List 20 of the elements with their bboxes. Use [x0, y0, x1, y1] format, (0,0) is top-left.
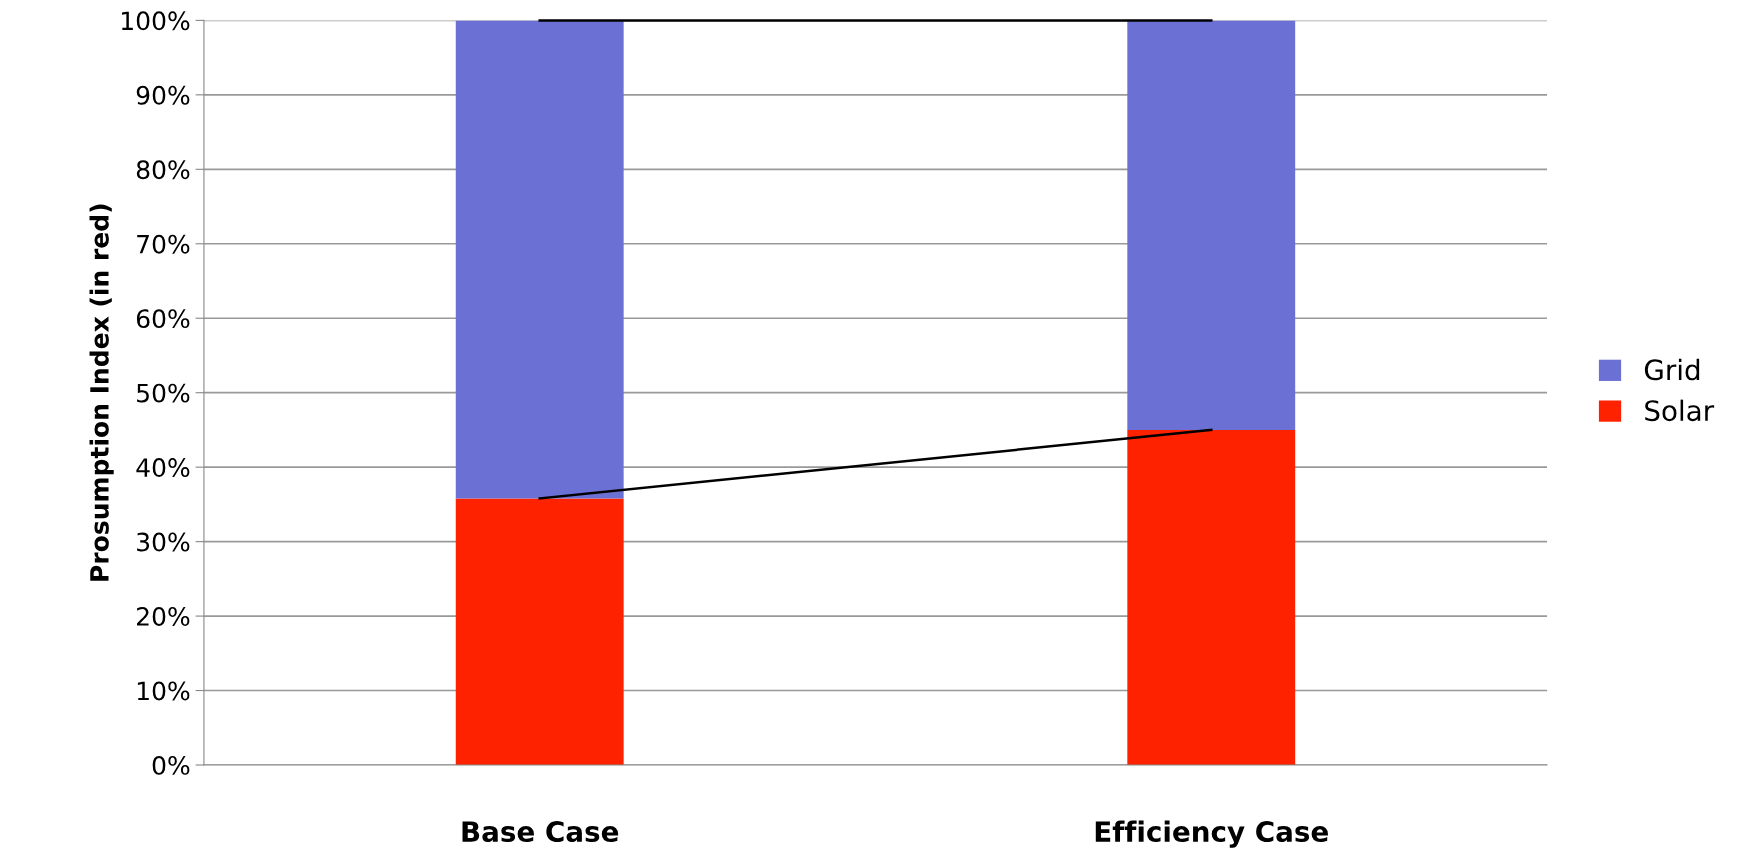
y-tick-label: 10%: [137, 681, 190, 701]
legend-label: Grid: [1644, 358, 1700, 381]
x-tick-label: Efficiency Case: [1095, 820, 1328, 848]
bar: [1127, 429, 1296, 765]
legend-label: Solar: [1645, 399, 1715, 422]
y-tick-label: 70%: [137, 234, 190, 254]
bar: [455, 498, 624, 765]
bar: [1127, 20, 1296, 430]
y-tick-label: 0%: [152, 755, 190, 775]
y-tick-label: 90%: [136, 85, 190, 105]
bar: [455, 20, 624, 499]
y-tick-label: 60%: [136, 309, 190, 329]
y-axis-title: Prosumption Index (in red): [89, 204, 114, 581]
y-tick-label: 50%: [137, 383, 190, 403]
x-tick-label: Base Case: [462, 821, 619, 843]
y-tick-label: 80%: [136, 160, 190, 180]
y-tick-label: 20%: [137, 607, 190, 626]
y-tick-label: 30%: [137, 532, 190, 552]
y-tick-label: 40%: [136, 458, 190, 478]
y-tick-label: 100%: [122, 11, 190, 31]
